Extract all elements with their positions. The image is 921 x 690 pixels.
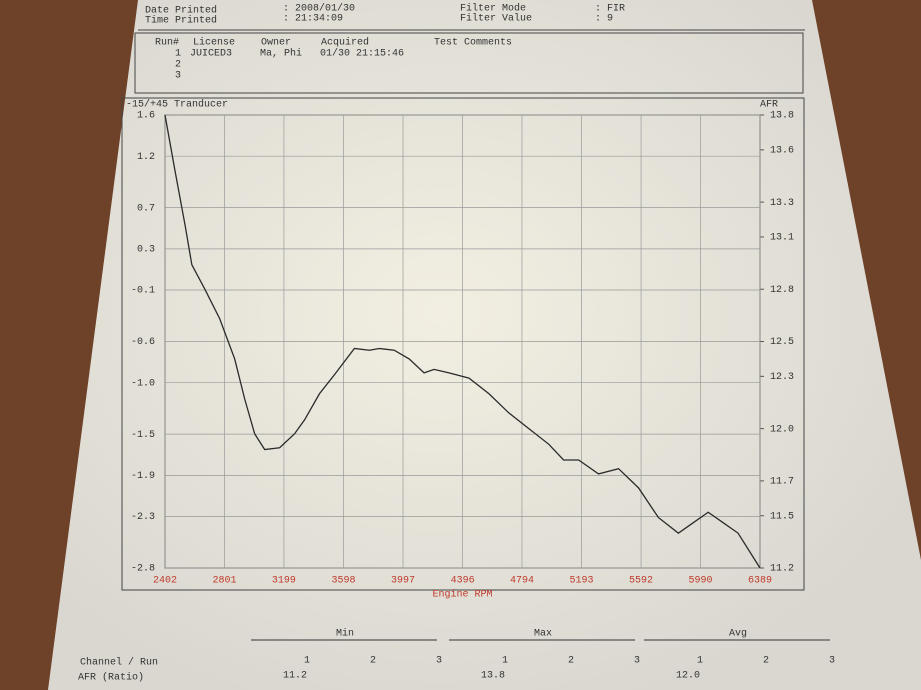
y-tick-label: -0.6: [131, 337, 155, 348]
content: Date Printed : 2008/01/30 Time Printed : 21…: [78, 3, 835, 684]
column-header: Run#: [155, 38, 179, 49]
header-text: Date Printed: [145, 5, 217, 17]
data-line: [164, 114, 761, 569]
column-header: Test Comments: [434, 38, 512, 49]
header-text: Filter Mode: [460, 3, 526, 15]
header-text: Filter Value: [460, 13, 532, 25]
y2-tick-label: 12.5: [770, 337, 794, 348]
chart-box: [121, 97, 805, 591]
y-tick-label: 1.6: [137, 111, 155, 122]
x-tick-label: 2801: [213, 576, 237, 587]
run-box: [134, 32, 804, 94]
run-number: 1: [304, 656, 310, 667]
run-cell: JUICED3: [190, 49, 232, 60]
run-number: 3: [634, 656, 640, 667]
x-tick-label: 3997: [391, 576, 415, 587]
y2-axis-title: AFR: [760, 100, 778, 111]
column-header: Acquired: [321, 37, 369, 49]
run-number: 3: [829, 656, 835, 667]
y2-tick-label: 11.7: [770, 477, 794, 488]
summary-value: 13.8: [481, 671, 505, 682]
y2-tick-label: 13.3: [770, 198, 794, 209]
summary-header: Avg: [729, 629, 747, 640]
run-number: 1: [502, 656, 508, 667]
header-text: Time Printed: [145, 15, 217, 27]
summary-header: Min: [336, 628, 354, 640]
y-axis-title: -15/+45 Tranducer: [126, 99, 228, 111]
run-number: 3: [436, 656, 442, 667]
x-tick-label: 2402: [153, 576, 177, 587]
y2-tick-label: 13.1: [770, 233, 794, 244]
paper: [48, 0, 921, 690]
y2-tick-label: 12.3: [770, 372, 794, 383]
y2-tick-label: 12.0: [770, 424, 794, 435]
y-tick-label: -1.0: [131, 378, 155, 389]
y2-tick-label: 13.6: [770, 145, 794, 156]
y-tick-label: -2.3: [131, 512, 155, 523]
x-tick-label: 6389: [748, 576, 772, 587]
x-tick-label: 3199: [272, 576, 296, 587]
header-text: : 2008/01/30: [283, 3, 355, 15]
y-tick-label: 0.7: [137, 203, 155, 214]
x-tick-label: 4396: [451, 576, 475, 587]
column-header: License: [193, 37, 235, 49]
run-cell: 1: [175, 49, 181, 60]
column-header: Owner: [261, 38, 291, 49]
y-tick-label: -0.1: [131, 286, 155, 297]
run-cell: 01/30 21:15:46: [320, 48, 404, 60]
y2-tick-label: 11.2: [770, 564, 794, 575]
y2-tick-label: 13.8: [770, 111, 794, 122]
y-tick-label: 0.3: [137, 244, 155, 255]
summary-value: 11.2: [283, 671, 307, 682]
y-tick-label: -1.9: [131, 471, 155, 482]
run-cell: Ma, Phi: [260, 48, 302, 60]
run-number: 2: [568, 656, 574, 667]
summary-value: 12.0: [676, 671, 700, 682]
run-number: 2: [370, 656, 376, 667]
channel-label: AFR (Ratio): [78, 672, 144, 684]
run-cell: 2: [175, 60, 181, 71]
run-number: 1: [697, 656, 703, 667]
y2-tick-label: 12.8: [770, 285, 794, 296]
summary-header: Max: [534, 629, 552, 640]
y2-tick-label: 11.5: [770, 511, 794, 522]
run-cell: 3: [175, 71, 181, 82]
x-tick-label: 5990: [688, 576, 712, 587]
header-text: : FIR: [595, 4, 625, 15]
header-text: : 9: [595, 14, 613, 25]
x-tick-label: 5592: [629, 576, 653, 587]
x-tick-label: 5193: [570, 576, 594, 587]
x-axis-title: Engine RPM: [432, 589, 492, 601]
x-tick-label: 4794: [510, 576, 534, 587]
y-tick-label: -2.8: [131, 564, 155, 575]
y-tick-label: -1.5: [131, 430, 155, 441]
header-text: : 21:34:09: [283, 14, 343, 25]
row-label: Channel / Run: [80, 657, 158, 669]
y-tick-label: 1.2: [137, 152, 155, 163]
run-number: 2: [763, 656, 769, 667]
x-tick-label: 3598: [331, 576, 355, 587]
